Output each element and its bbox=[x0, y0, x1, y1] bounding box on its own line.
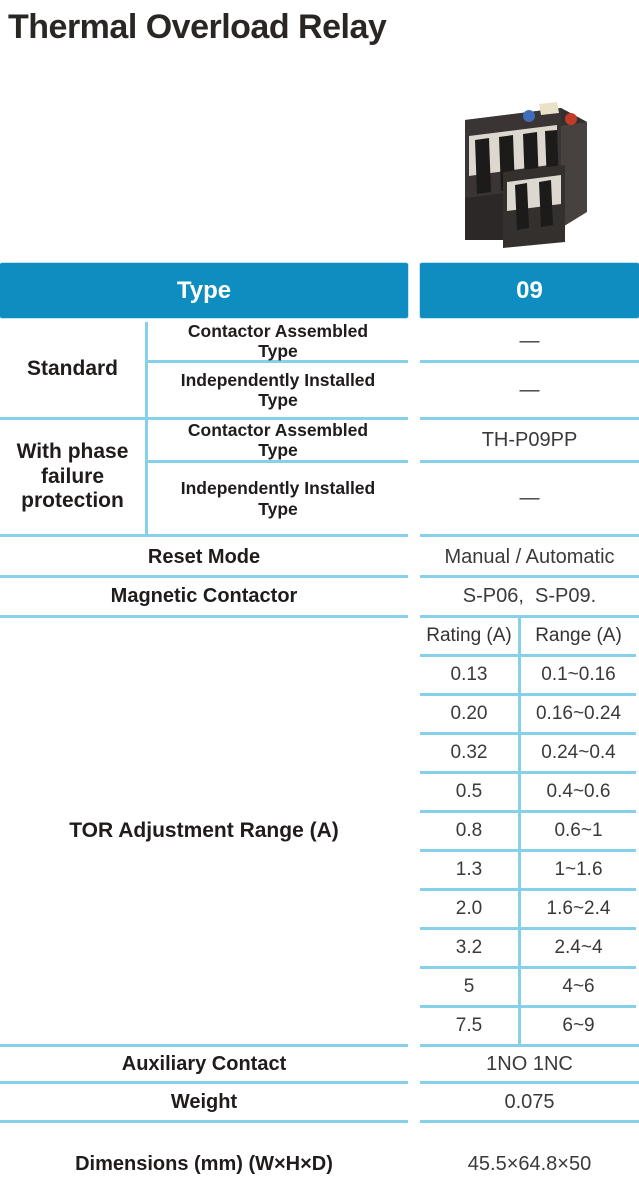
tor-row: 0.32 0.24~0.4 bbox=[420, 735, 639, 774]
row-value: 1NO 1NC bbox=[420, 1047, 639, 1084]
row-label: Dimensions (mm) (W×H×D) bbox=[75, 1152, 333, 1175]
row-value: 0.075 bbox=[420, 1084, 639, 1123]
group-label-phase-failure: With phase failure protection bbox=[0, 420, 148, 534]
row-value: 45.5×64.8×50 bbox=[467, 1152, 592, 1175]
row-value: — bbox=[519, 487, 540, 509]
group-phase-failure: With phase failure protection Contactor … bbox=[0, 420, 639, 537]
tor-row: 2.0 1.6~2.4 bbox=[420, 891, 639, 930]
cream-selector bbox=[539, 102, 559, 115]
row-auxiliary-contact: Auxiliary Contact 1NO 1NC bbox=[0, 1047, 639, 1084]
column-gap bbox=[408, 263, 420, 318]
group-standard: Standard Contactor Assembled Type Indepe… bbox=[0, 321, 639, 420]
tor-row: 0.5 0.4~0.6 bbox=[420, 774, 639, 813]
relay-illustration bbox=[465, 102, 587, 248]
row-label: Contactor Assembled Type bbox=[148, 420, 408, 463]
relay-product-image bbox=[443, 80, 595, 250]
group-tor-adjustment: TOR Adjustment Range (A) Rating (A) Rang… bbox=[0, 618, 639, 1047]
row-label: Reset Mode bbox=[0, 539, 408, 578]
page-title: Thermal Overload Relay bbox=[8, 8, 387, 46]
row-label: Independently Installed Type bbox=[180, 369, 376, 410]
tor-range-header: Range (A) bbox=[521, 618, 636, 657]
row-label: Contactor Assembled Type bbox=[148, 321, 408, 363]
row-weight: Weight 0.075 bbox=[0, 1084, 639, 1123]
tor-row: 0.20 0.16~0.24 bbox=[420, 696, 639, 735]
header-model-cell: 09 bbox=[420, 263, 639, 318]
row-label: Auxiliary Contact bbox=[0, 1047, 408, 1084]
row-reset-mode: Reset Mode Manual / Automatic bbox=[0, 539, 639, 578]
row-label: Weight bbox=[0, 1084, 408, 1123]
spec-table: Type 09 Standard Contactor Assembled Typ… bbox=[0, 263, 639, 1193]
row-value: S-P06, S-P09. bbox=[420, 578, 639, 618]
tor-label: TOR Adjustment Range (A) bbox=[0, 618, 408, 1047]
tor-subheader-row: Rating (A) Range (A) bbox=[420, 618, 639, 657]
row-value: TH-P09PP bbox=[420, 420, 639, 463]
blue-reset-button bbox=[523, 110, 535, 122]
tor-rating-header: Rating (A) bbox=[420, 618, 521, 657]
tor-row: 1.3 1~1.6 bbox=[420, 852, 639, 891]
row-label: Magnetic Contactor bbox=[0, 578, 408, 618]
row-magnetic-contactor: Magnetic Contactor S-P06, S-P09. bbox=[0, 578, 639, 618]
table-header-row: Type 09 bbox=[0, 263, 639, 318]
red-test-button bbox=[565, 113, 577, 125]
tor-row: 5 4~6 bbox=[420, 969, 639, 1008]
row-value: — bbox=[420, 322, 639, 363]
tor-row: 7.5 6~9 bbox=[420, 1008, 639, 1044]
header-type-cell: Type bbox=[0, 263, 408, 318]
group-label-standard: Standard bbox=[0, 322, 148, 417]
row-dimensions: Dimensions (mm) (W×H×D) 45.5×64.8×50 bbox=[0, 1135, 639, 1193]
tor-row: 0.13 0.1~0.16 bbox=[420, 657, 639, 696]
tor-row: 0.8 0.6~1 bbox=[420, 813, 639, 852]
row-value: — bbox=[519, 378, 540, 401]
tor-row: 3.2 2.4~4 bbox=[420, 930, 639, 969]
row-value: Manual / Automatic bbox=[420, 539, 639, 578]
row-label: Independently Installed Type bbox=[180, 478, 376, 519]
